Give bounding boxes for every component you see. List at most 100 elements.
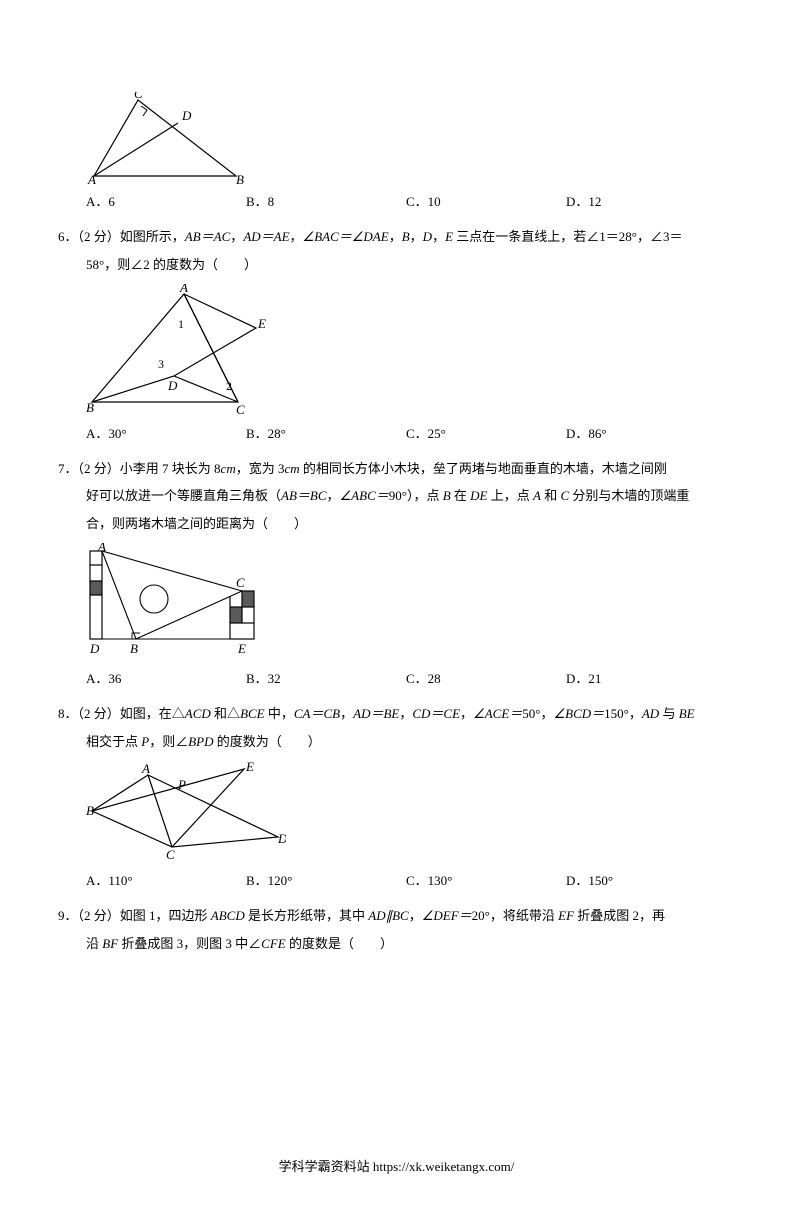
q8-eq1: CA＝CB [294,706,340,721]
q7-cm1: cm [221,461,236,476]
q8-t1: 如图，在△ [120,706,185,721]
q8-opt-b[interactable]: B．120° [246,867,406,894]
q8-co1: ， [340,706,353,721]
q9-l2a: 沿 [86,936,102,951]
svg-text:D: D [167,378,178,393]
q6-opt-b[interactable]: B．28° [246,420,406,447]
q8-l2b: ，则∠ [149,734,188,749]
q9-cfe: CFE [261,936,286,951]
svg-text:1: 1 [178,317,184,331]
q5-opt-b[interactable]: B．8 [246,188,406,215]
q7-figure: A B C D E [86,543,735,659]
svg-text:A: A [87,172,96,184]
svg-text:E: E [245,761,254,774]
q6: 6．（2 分）如图所示，AB＝AC，AD＝AE，∠BAC＝∠DAE，B，D，E … [58,223,735,447]
q6-opt-c[interactable]: C．25° [406,420,566,447]
q7-points: （2 分） [78,461,120,476]
q8-points: （2 分） [78,706,120,721]
svg-text:A: A [141,761,150,776]
q8-eq2: AD＝BE [353,706,399,721]
q6-text: 6．（2 分）如图所示，AB＝AC，AD＝AE，∠BAC＝∠DAE，B，D，E … [58,223,735,250]
q7-ta: A [533,488,541,503]
q8: 8．（2 分）如图，在△ACD 和△BCE 中，CA＝CB，AD＝BE，CD＝C… [58,700,735,894]
svg-text:E: E [237,641,246,656]
q8-co2: ， [399,706,412,721]
q8-t1b: 和△ [211,706,240,721]
q6-opt-a[interactable]: A．30° [86,420,246,447]
q8-opt-d[interactable]: D．150° [566,867,726,894]
q8-acd: ACD [185,706,211,721]
q7-opt-a[interactable]: A．36 [86,665,246,692]
q8-opt-c[interactable]: C．130° [406,867,566,894]
q7-options: A．36 B．32 C．28 D．21 [86,665,735,692]
q8-l2c: 的度数为（ ） [214,734,321,749]
q5-opt-d[interactable]: D．12 [566,188,726,215]
q9-co1: ， [409,908,422,923]
q8-line2: 相交于点 P，则∠BPD 的度数为（ ） [86,728,735,755]
q7-t5: 分别与木墙的顶端重 [569,488,689,503]
svg-text:B: B [130,641,138,656]
q7-opt-c[interactable]: C．28 [406,665,566,692]
q5-figure: A B C D [86,92,735,184]
svg-text:D: D [277,831,286,846]
q6-options: A．30° B．28° C．25° D．86° [86,420,735,447]
q6-c3: ， [389,229,402,244]
svg-text:E: E [257,316,266,331]
q8-options: A．110° B．120° C．130° D．150° [86,867,735,894]
q8-l2a: 相交于点 [86,734,141,749]
q9-eq2: ∠DEF＝ [422,908,472,923]
q8-opt-a[interactable]: A．110° [86,867,246,894]
q8-bce: BCE [240,706,265,721]
q5-opt-c[interactable]: C．10 [406,188,566,215]
q9-l2c: 的度数是（ ） [286,936,393,951]
q6-points: （2 分） [78,229,120,244]
q6-c4: ， [410,229,423,244]
q8-v5: 150°， [604,706,642,721]
q8-v4: 50°， [522,706,553,721]
svg-text:C: C [236,402,245,414]
q8-t2: 与 [659,706,679,721]
q6-opt-d[interactable]: D．86° [566,420,726,447]
q6-t1: 如图所示， [120,229,185,244]
q7-eq2: ∠ABC＝ [340,488,389,503]
svg-text:D: D [181,108,192,123]
q5-opt-a[interactable]: A．6 [86,188,246,215]
q7-t2: 在 [451,488,471,503]
q9-t1: 如图 1，四边形 [120,908,211,923]
q8-eq3: CD＝CE [412,706,460,721]
q9-bf: BF [102,936,118,951]
q7-l2a: 好可以放进一个等腰直角三角板（ [86,488,281,503]
q8-eq4: ∠ACE＝ [473,706,522,721]
svg-text:A: A [179,284,188,295]
q9-l2b: 折叠成图 3，则图 3 中∠ [118,936,261,951]
q6-eq2: AD＝AE [243,229,289,244]
q9-v2: 20°，将纸带沿 [472,908,558,923]
q7: 7．（2 分）小李用 7 块长为 8cm，宽为 3cm 的相同长方体小木块，垒了… [58,455,735,692]
svg-text:2: 2 [226,379,232,393]
q9-t1b: 是长方形纸带，其中 [245,908,369,923]
svg-text:D: D [89,641,100,656]
q6-b: B [402,229,410,244]
q9-line2: 沿 BF 折叠成图 3，则图 3 中∠CFE 的度数是（ ） [86,930,735,957]
q7-tc: C [561,488,570,503]
q6-c2: ， [290,229,303,244]
q7-t3: 上，点 [488,488,534,503]
q9-ef: EF [558,908,574,923]
svg-text:B: B [86,803,94,818]
q9-t2: 折叠成图 2，再 [574,908,665,923]
q7-opt-b[interactable]: B．32 [246,665,406,692]
q7-deg: 90°），点 [389,488,443,503]
q7-tde: DE [470,488,487,503]
q7-eq1: AB＝BC [281,488,327,503]
q8-figure: A B C D E P [86,761,735,861]
q8-co3: ， [460,706,473,721]
q8-text: 8．（2 分）如图，在△ACD 和△BCE 中，CA＝CB，AD＝BE，CD＝C… [58,700,735,727]
svg-text:3: 3 [158,357,164,371]
q9-text: 9．（2 分）如图 1，四边形 ABCD 是长方形纸带，其中 AD∥BC，∠DE… [58,902,735,929]
svg-text:P: P [177,777,186,792]
q7-opt-d[interactable]: D．21 [566,665,726,692]
q6-line2: 58°，则∠2 的度数为（ ） [86,251,735,278]
svg-text:C: C [236,575,245,590]
q6-e: E [445,229,453,244]
q8-ad: AD [642,706,659,721]
